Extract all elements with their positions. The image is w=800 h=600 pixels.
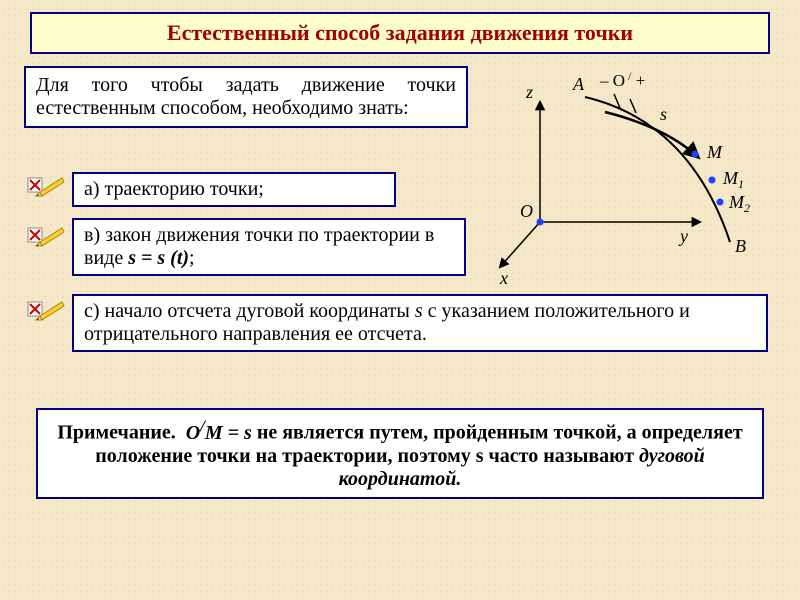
label-M2: M2 bbox=[728, 192, 750, 215]
label-z: z bbox=[525, 82, 533, 102]
note-eq-mid: M = s bbox=[205, 422, 252, 444]
item-b-box: в) закон движения точки по траектории в … bbox=[72, 218, 466, 276]
item-c-pre: с) начало отсчета дуговой координаты bbox=[84, 300, 415, 322]
label-M1: M1 bbox=[722, 168, 744, 191]
label-Oprime: – O / + bbox=[599, 69, 645, 90]
x-axis bbox=[500, 222, 540, 267]
point-M1 bbox=[709, 177, 716, 184]
note-label: Примечание. bbox=[57, 422, 175, 444]
note-eq-O: O bbox=[186, 422, 200, 444]
item-c-var: s bbox=[415, 300, 423, 322]
note-box: Примечание. O/M = s не является путем, п… bbox=[36, 408, 764, 499]
title-box: Естественный способ задания движения точ… bbox=[30, 12, 770, 54]
item-a-text: а) траекторию точки; bbox=[84, 178, 264, 200]
point-M2 bbox=[717, 199, 724, 206]
origin-point bbox=[537, 219, 544, 226]
intro-text: Для того чтобы задать движение точки ест… bbox=[36, 74, 456, 119]
item-c-box: с) начало отсчета дуговой координаты s с… bbox=[72, 294, 768, 352]
label-O: O bbox=[520, 201, 533, 221]
label-A: A bbox=[572, 74, 585, 94]
label-x: x bbox=[499, 268, 508, 288]
pencil-icon bbox=[26, 224, 66, 254]
s-arrow bbox=[605, 112, 698, 157]
item-b-post: ; bbox=[189, 247, 195, 269]
coordinate-diagram: O z y x A B M M1 M2 s – O / + bbox=[470, 62, 780, 292]
point-M bbox=[692, 151, 699, 158]
item-a-box: а) траекторию точки; bbox=[72, 172, 396, 207]
pencil-icon bbox=[26, 174, 66, 204]
trajectory-curve bbox=[585, 97, 730, 242]
tick bbox=[630, 99, 636, 113]
label-y: y bbox=[678, 226, 688, 246]
title-text: Естественный способ задания движения точ… bbox=[167, 20, 633, 45]
label-s: s bbox=[660, 104, 667, 124]
label-B: B bbox=[735, 236, 746, 256]
item-b-eq: s = s (t) bbox=[128, 247, 189, 269]
pencil-icon bbox=[26, 298, 66, 328]
label-M: M bbox=[706, 142, 723, 162]
intro-box: Для того чтобы задать движение точки ест… bbox=[24, 66, 468, 128]
